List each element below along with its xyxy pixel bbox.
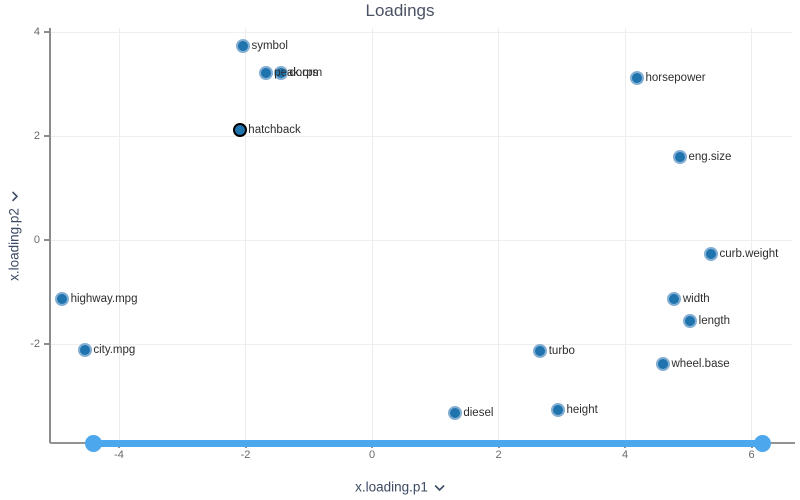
y-tick-mark	[44, 239, 50, 241]
data-point[interactable]	[232, 122, 247, 137]
point-label: turbo	[548, 344, 575, 357]
y-axis-line	[49, 28, 51, 443]
data-point[interactable]	[704, 247, 719, 262]
data-point[interactable]	[55, 291, 70, 306]
point-label: horsepower	[645, 71, 706, 84]
x-axis-label: x.loading.p1	[355, 479, 428, 495]
data-point[interactable]	[550, 403, 565, 418]
y-gridline	[50, 135, 792, 137]
x-tick-label: 6	[748, 449, 755, 461]
data-point[interactable]	[258, 66, 273, 81]
point-label: height	[566, 404, 598, 417]
data-point[interactable]	[683, 314, 698, 329]
x-tick-label: 0	[368, 449, 376, 461]
y-tick-mark	[44, 31, 50, 33]
chart-title: Loadings	[365, 1, 435, 20]
chevron-down-icon	[7, 191, 22, 202]
chevron-down-icon	[434, 480, 445, 495]
point-label: width	[682, 292, 710, 305]
x-tick-label: 2	[495, 449, 502, 461]
data-point[interactable]	[667, 291, 682, 306]
point-label: city.mpg	[93, 344, 136, 357]
x-gridline	[245, 28, 246, 443]
x-gridline	[624, 28, 626, 443]
x-gridline	[118, 28, 120, 443]
point-label: eng.size	[688, 150, 732, 163]
y-gridline	[50, 31, 792, 33]
y-axis-label: x.loading.p2	[6, 208, 22, 281]
x-axis-selector[interactable]: x.loading.p1	[355, 480, 445, 495]
point-label: length	[698, 315, 730, 328]
x-tick-label: 4	[621, 449, 629, 461]
point-label: doors	[289, 67, 319, 80]
data-point[interactable]	[77, 343, 92, 358]
x-gridline	[751, 28, 752, 443]
data-point[interactable]	[533, 343, 548, 358]
data-point[interactable]	[630, 70, 645, 85]
point-label: symbol	[251, 40, 288, 53]
point-label: wheel.base	[671, 357, 730, 370]
y-tick-mark	[44, 343, 50, 345]
data-point[interactable]	[273, 66, 288, 81]
range-slider-handle-right[interactable]	[754, 434, 772, 452]
point-label: hatchback	[248, 123, 301, 136]
point-label: peak.rpm	[274, 67, 323, 80]
data-point[interactable]	[655, 356, 670, 371]
y-gridline	[50, 343, 792, 345]
y-tick-label: -2	[30, 337, 40, 350]
data-point[interactable]	[673, 149, 688, 164]
range-slider-bar[interactable]	[93, 439, 763, 447]
data-point[interactable]	[447, 406, 462, 421]
point-label: highway.mpg	[70, 292, 138, 305]
point-label: curb.weight	[719, 248, 779, 261]
x-gridline	[371, 28, 373, 443]
y-tick-label: 4	[33, 25, 40, 38]
x-tick-label: -2	[240, 449, 251, 461]
y-tick-label: 0	[33, 233, 40, 246]
data-point[interactable]	[235, 39, 250, 54]
x-gridline	[498, 28, 499, 443]
y-gridline	[50, 239, 792, 241]
range-slider-handle-left[interactable]	[84, 434, 102, 452]
x-tick-label: -4	[114, 449, 124, 461]
point-label: diesel	[463, 407, 494, 420]
y-tick-label: 2	[33, 129, 40, 142]
y-axis-selector[interactable]: x.loading.p2	[7, 191, 22, 281]
y-tick-mark	[44, 135, 50, 137]
